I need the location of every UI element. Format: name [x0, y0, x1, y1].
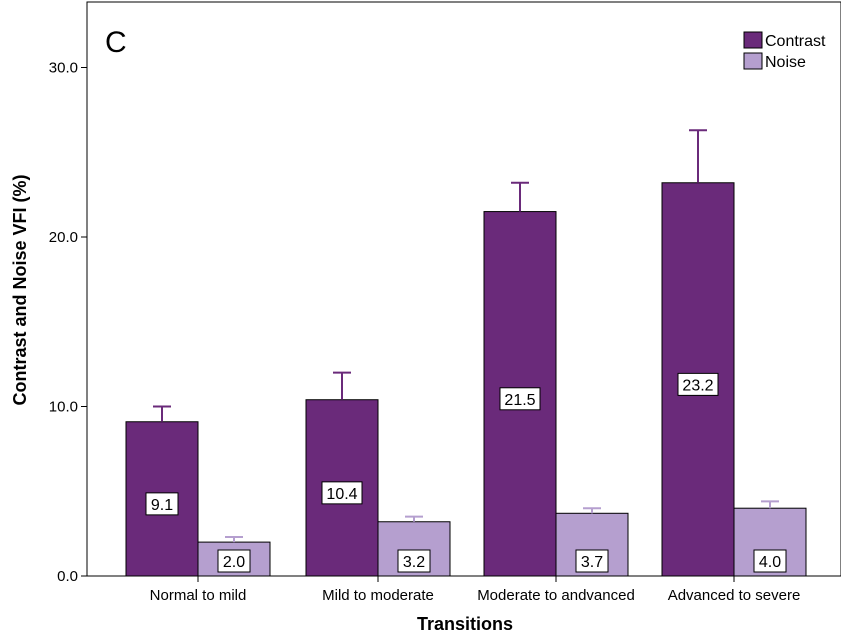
data-label: 10.4 — [326, 486, 357, 503]
data-label-box — [217, 549, 251, 573]
data-label-box — [575, 549, 609, 573]
x-tick-label: Moderate to andvanced — [477, 587, 635, 604]
y-tick-label: 10.0 — [49, 399, 78, 416]
data-label-box — [677, 372, 719, 396]
data-label: 21.5 — [504, 392, 535, 409]
panel-label: C — [105, 26, 127, 59]
data-label: 9.1 — [151, 497, 173, 514]
data-label-box — [753, 549, 787, 573]
legend-swatch-noise — [743, 52, 763, 70]
legend-label-contrast: Contrast — [765, 33, 826, 50]
x-tick-label: Normal to mild — [150, 587, 247, 604]
x-axis-title: Transitions — [417, 614, 513, 634]
x-tick-label: Advanced to severe — [668, 587, 801, 604]
x-tick-label: Mild to moderate — [322, 587, 434, 604]
y-tick-label: 30.0 — [49, 60, 78, 77]
data-label: 23.2 — [682, 377, 713, 394]
data-label: 3.7 — [581, 554, 603, 571]
legend-label-noise: Noise — [765, 54, 806, 71]
y-axis-title: Contrast and Noise VFI (%) — [10, 174, 30, 405]
data-label: 3.2 — [403, 554, 425, 571]
y-tick-label: 0.0 — [57, 568, 78, 585]
data-label: 2.0 — [223, 554, 245, 571]
data-label-box — [321, 481, 363, 505]
legend-swatch-contrast — [743, 31, 763, 49]
data-label-box — [145, 492, 179, 516]
data-label-box — [499, 387, 541, 411]
y-tick-label: 20.0 — [49, 229, 78, 246]
data-label-box — [397, 549, 431, 573]
legend: Contrast Noise — [743, 31, 826, 71]
data-label: 4.0 — [759, 554, 781, 571]
